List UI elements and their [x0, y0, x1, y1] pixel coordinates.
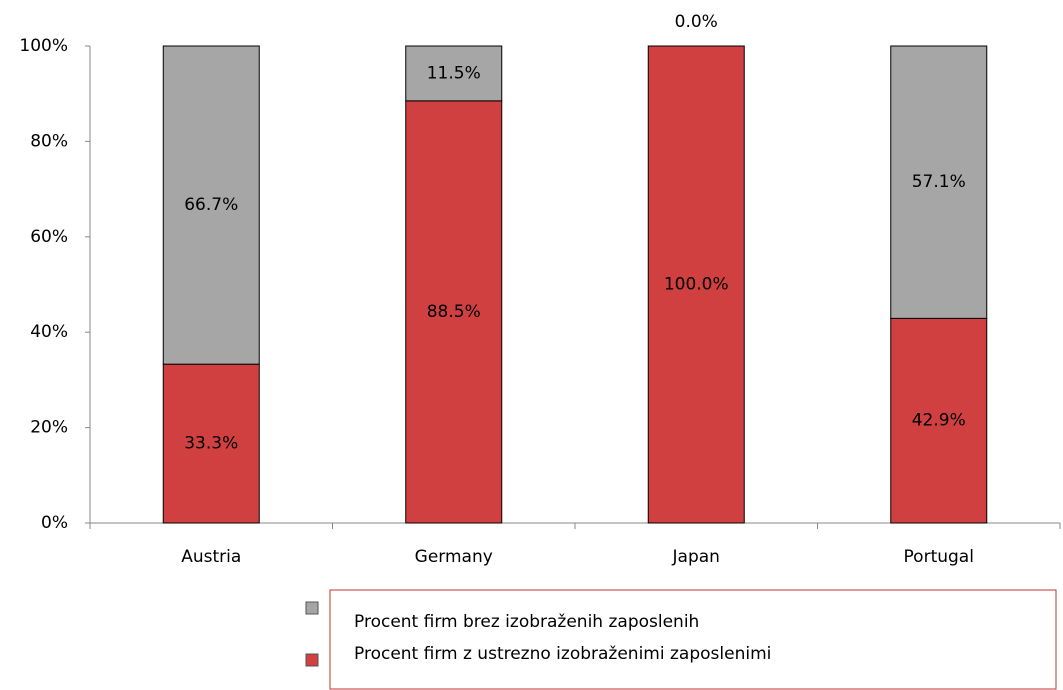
bar-segment: [890, 317, 988, 524]
data-label: 0.0%: [675, 12, 718, 32]
bar-segment: [405, 45, 503, 102]
data-label: 88.5%: [427, 302, 481, 322]
legend-label: Procent firm brez izobraženih zaposlenih: [354, 612, 699, 632]
bar-segment: [647, 45, 745, 524]
y-tick-label: 40%: [30, 322, 68, 342]
y-tick-label: 80%: [30, 131, 68, 151]
legend-box: [329, 589, 1057, 690]
data-label: 66.7%: [184, 195, 238, 215]
data-label: 42.9%: [912, 411, 966, 431]
legend-swatch: [305, 601, 319, 615]
x-tick-label: Austria: [181, 547, 241, 567]
bar-segment: [162, 45, 260, 365]
x-tick-label: Japan: [672, 547, 720, 567]
y-tick-label: 20%: [30, 418, 68, 438]
y-tick-label: 60%: [30, 227, 68, 247]
bar-segment: [162, 363, 260, 524]
legend-swatch: [305, 653, 319, 667]
y-tick-label: 100%: [19, 36, 68, 56]
data-label: 33.3%: [184, 434, 238, 454]
y-tick-label: 0%: [41, 513, 68, 533]
data-label: 57.1%: [912, 172, 966, 192]
bar-segment: [890, 45, 988, 319]
bar-segment: [405, 100, 503, 524]
legend-label: Procent firm z ustrezno izobraženimi zap…: [354, 644, 771, 664]
data-label: 11.5%: [427, 63, 481, 83]
x-tick-label: Portugal: [904, 547, 974, 567]
data-label: 100.0%: [664, 275, 729, 295]
x-tick-label: Germany: [415, 547, 493, 567]
